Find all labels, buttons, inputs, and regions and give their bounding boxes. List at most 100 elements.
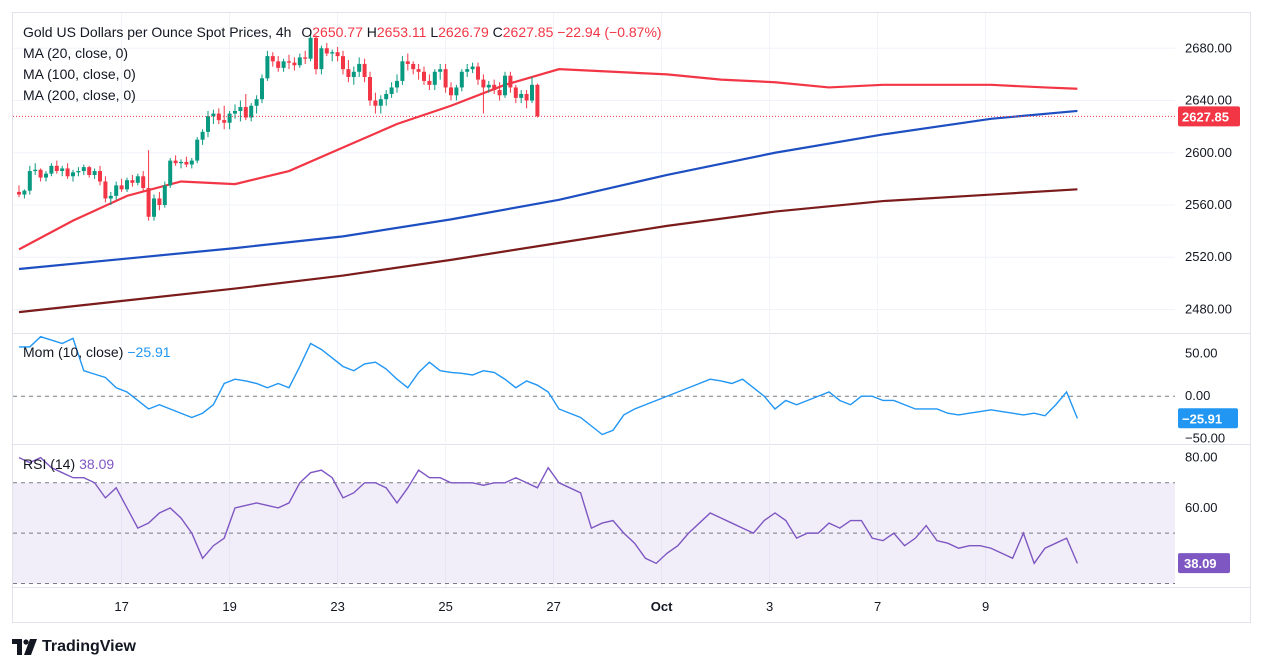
candle-body <box>60 168 65 172</box>
tradingview-logo[interactable]: TradingView <box>12 636 136 658</box>
candle-body <box>346 69 351 77</box>
candle-body <box>17 191 21 195</box>
candle <box>238 100 243 122</box>
candle <box>470 62 475 74</box>
candle-body <box>49 165 54 174</box>
candle <box>249 103 254 122</box>
rsi-legend-value: 38.09 <box>79 456 115 472</box>
candle-body <box>400 61 405 81</box>
candle-body <box>362 63 367 77</box>
candle <box>346 60 351 83</box>
candle-body <box>108 195 113 199</box>
candle <box>168 157 173 189</box>
candle-body <box>287 61 291 63</box>
candle <box>481 74 486 114</box>
candle <box>216 108 221 125</box>
candle-body <box>314 37 318 70</box>
candle <box>422 66 426 85</box>
last-price-tag <box>1178 106 1240 127</box>
candle <box>27 165 32 195</box>
candle <box>513 84 518 104</box>
time-tick-label: 3 <box>766 599 773 614</box>
candle-body <box>227 113 232 123</box>
price-axis-label: 2480.00 <box>1185 301 1232 316</box>
candle <box>335 46 340 62</box>
candle-body <box>157 198 162 205</box>
ohlc-low-label: L <box>430 24 439 40</box>
ma100-line <box>18 109 1078 271</box>
candle-body <box>481 79 486 88</box>
candle-body <box>173 160 178 164</box>
candle-body <box>233 110 237 114</box>
mom-line <box>19 335 1079 436</box>
candle-body <box>411 63 416 70</box>
candle-body <box>168 160 173 186</box>
candle <box>152 194 156 221</box>
rsi-value-tag <box>1178 553 1230 574</box>
candle <box>508 71 513 93</box>
candle <box>38 168 43 182</box>
mom-value-tag <box>1178 408 1238 429</box>
candle <box>92 168 97 179</box>
candle <box>492 79 497 94</box>
chart-canvas[interactable]: 17 19 23 25 27 Oct 3 7 9 2480.00 2520.00 2560.00 260… <box>13 13 1250 622</box>
candle <box>497 82 502 101</box>
mom-legend[interactable]: Mom (10, close) −25.91 <box>23 342 171 363</box>
ma20-legend[interactable]: MA (20, close, 0) <box>23 45 129 61</box>
candle-body <box>33 169 38 172</box>
candle-body <box>416 69 421 72</box>
candle <box>98 165 102 186</box>
candle-body <box>238 107 243 111</box>
time-tick-label: Oct <box>651 599 673 614</box>
ohlc-low-value: 2626.79 <box>438 24 489 40</box>
candle-body <box>206 116 210 132</box>
price-axis-label: 2600.00 <box>1185 145 1232 160</box>
candle <box>206 110 210 138</box>
candle-body <box>438 69 443 72</box>
time-tick-label: 17 <box>114 599 128 614</box>
candle-body <box>422 71 426 81</box>
candle <box>476 62 480 85</box>
ohlc-close-label: C <box>492 24 503 40</box>
candle <box>411 61 416 75</box>
ohlc-close-value: 2627.85 <box>502 24 554 40</box>
mom-value-tag-label: −25.91 <box>1182 411 1222 426</box>
candle-body <box>92 171 97 175</box>
candle-body <box>189 160 194 165</box>
candle-body <box>465 69 470 72</box>
candle-body <box>195 139 200 161</box>
price-axis-label: 2640.00 <box>1185 93 1232 108</box>
candle-body <box>22 190 27 195</box>
candle <box>189 157 194 169</box>
rsi-legend[interactable]: RSI (14) 38.09 <box>23 454 114 475</box>
symbol-title[interactable]: Gold US Dollars per Ounce Spot Prices, 4… <box>23 24 292 40</box>
candle <box>184 156 189 168</box>
candle-body <box>265 56 270 79</box>
candle-body <box>486 84 491 88</box>
candle <box>459 69 464 92</box>
candle-body <box>276 61 281 68</box>
candle <box>146 150 151 221</box>
candle <box>254 95 259 114</box>
candle-body <box>432 71 437 85</box>
candle-body <box>87 167 92 175</box>
candle <box>54 160 59 174</box>
candle-body <box>341 56 345 70</box>
candle <box>49 163 54 177</box>
candle <box>287 54 291 70</box>
candle-body <box>470 66 475 70</box>
ma200-legend[interactable]: MA (200, close, 0) <box>23 87 136 103</box>
candle <box>162 181 167 208</box>
ma20-line <box>18 68 1078 251</box>
candle <box>416 63 421 80</box>
candle <box>119 178 124 192</box>
candle-body <box>503 75 507 96</box>
candle <box>17 185 21 198</box>
ohlc-open-label: O <box>301 24 313 40</box>
ma100-legend[interactable]: MA (100, close, 0) <box>23 66 136 82</box>
rsi-value-tag-label: 38.09 <box>1184 556 1217 571</box>
candle-body <box>38 169 43 178</box>
mom-axis-label: −50.00 <box>1185 431 1225 446</box>
candle <box>195 137 200 164</box>
candle <box>243 93 248 121</box>
